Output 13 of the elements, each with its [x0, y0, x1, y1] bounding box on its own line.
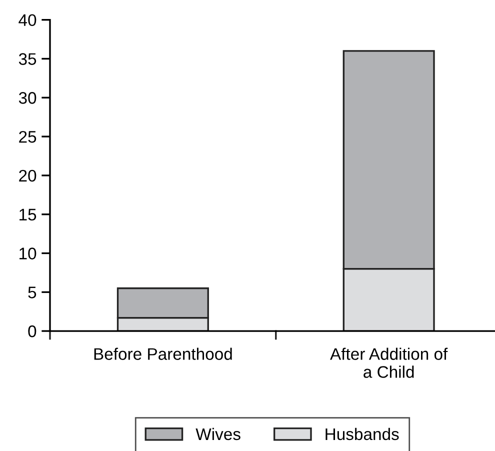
y-tick-label: 0 [28, 325, 36, 338]
y-tick-label: 5 [28, 286, 36, 298]
y-tick-label: 25 [19, 130, 36, 143]
legend-label: Wives [196, 428, 240, 440]
y-tick-label: 10 [20, 248, 36, 260]
legend-label: Husbands [326, 428, 399, 440]
y-tick-label: 30 [18, 92, 36, 104]
y-tick-label: 35 [18, 53, 36, 65]
x-tick-label: After Addition of a Child [330, 348, 448, 378]
x-tick-label: Before Parenthood [94, 348, 232, 360]
y-tick-label: 20 [19, 170, 36, 182]
y-tick-label: 15 [20, 208, 36, 221]
y-tick-label: 40 [18, 14, 36, 26]
